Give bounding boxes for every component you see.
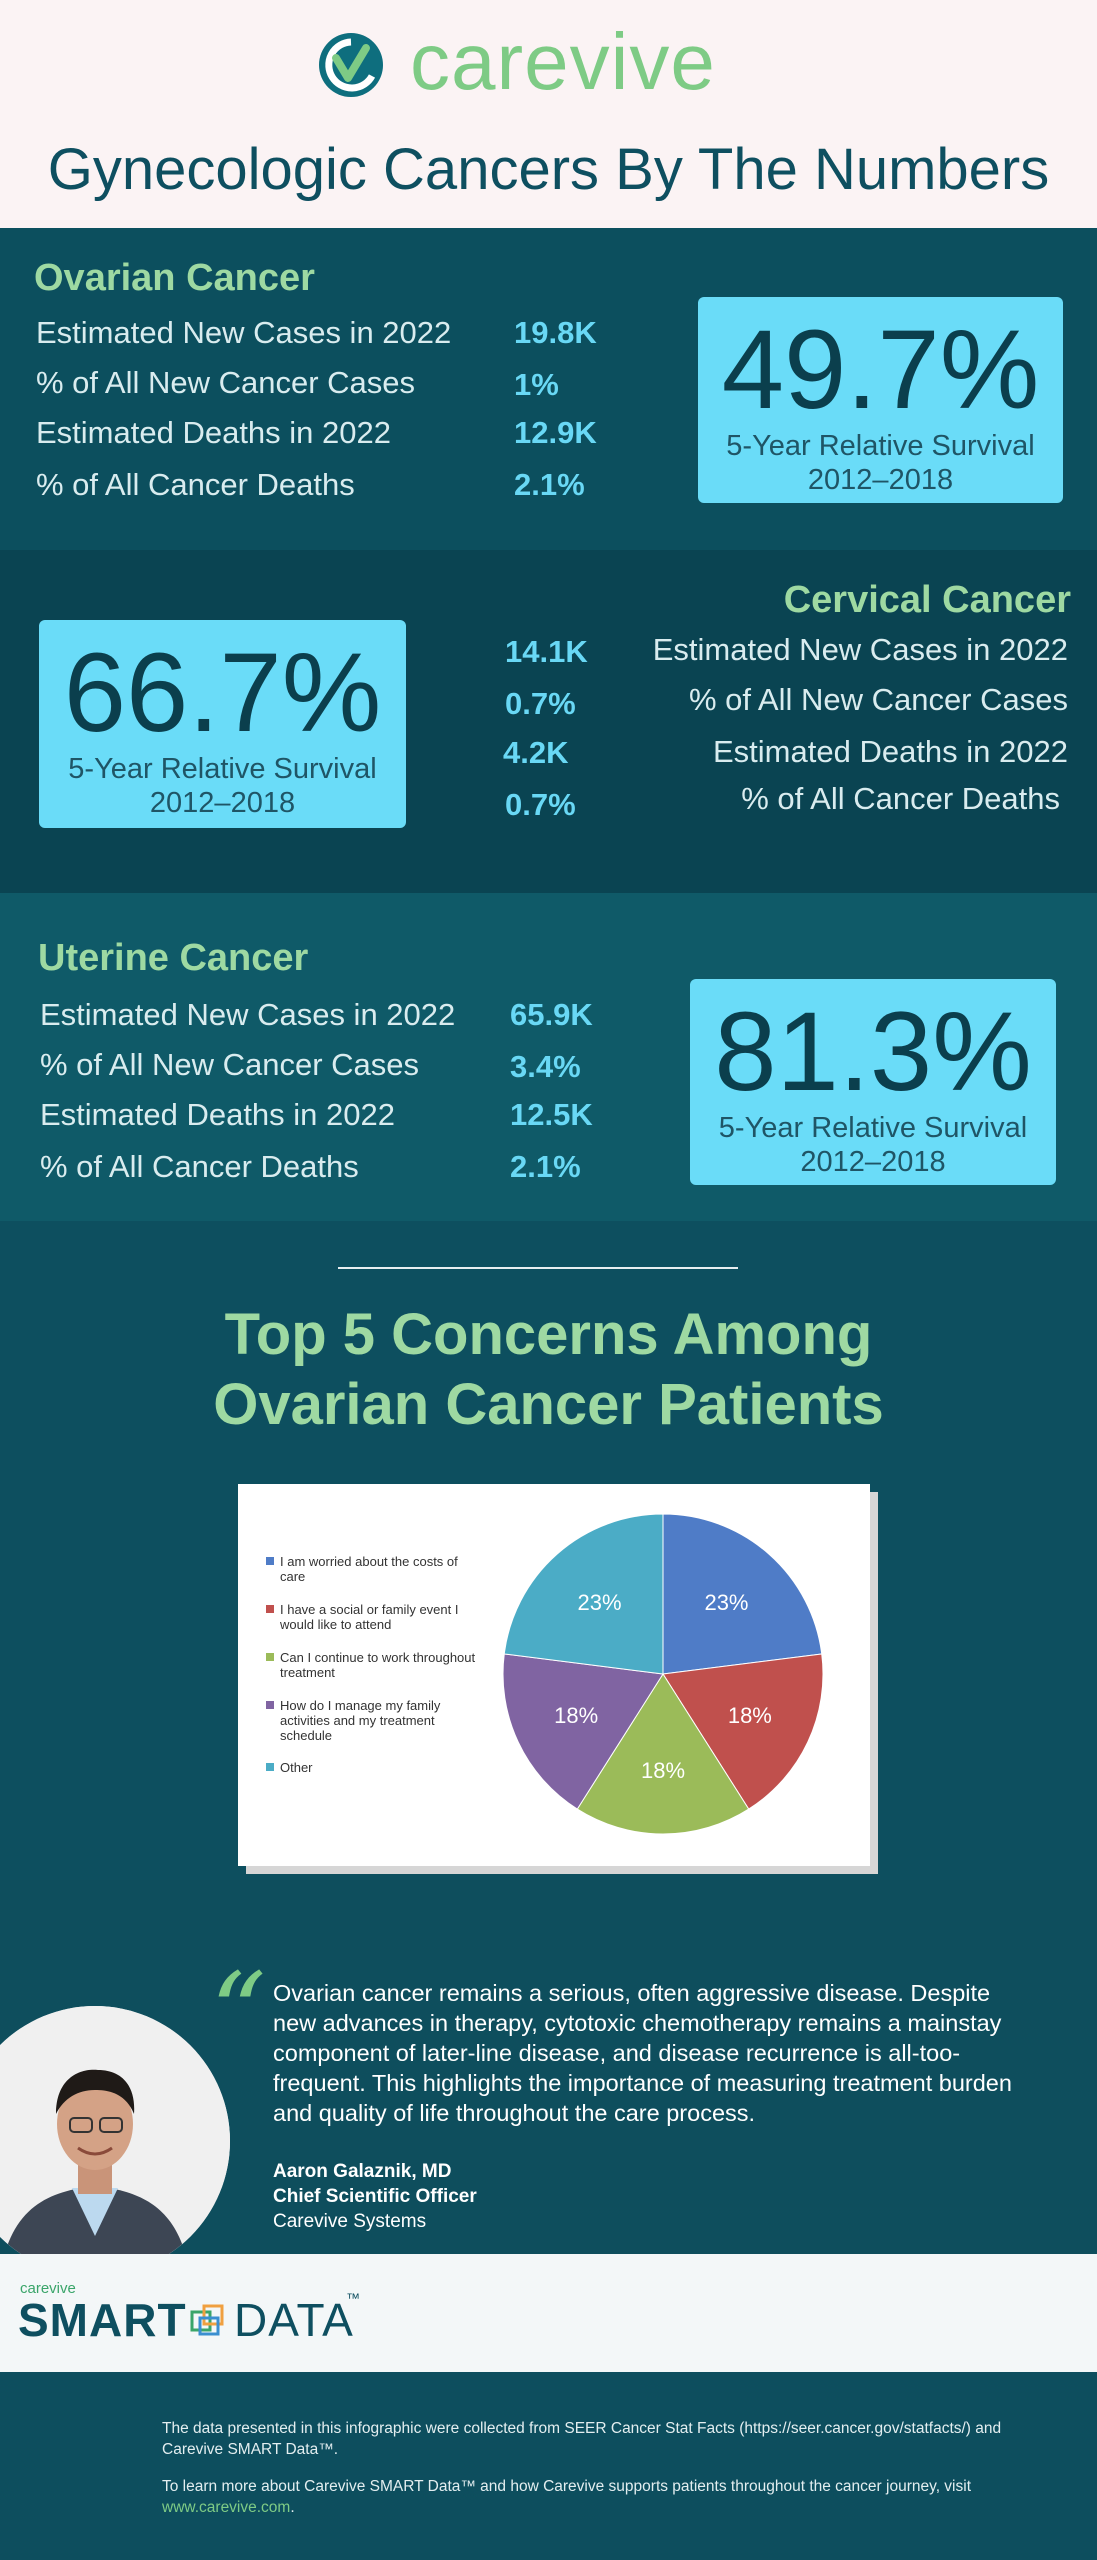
pie-slice-label: 18% — [554, 1703, 598, 1728]
pie-slice-label: 23% — [704, 1590, 748, 1615]
stat-value: 0.7% — [505, 686, 576, 721]
stat-value: 19.8K — [514, 315, 597, 350]
stat-value: 4.2K — [503, 735, 569, 770]
legend-label: I have a social or family event I would … — [280, 1602, 459, 1632]
stat-value: 65.9K — [510, 997, 593, 1032]
stat-label: Estimated New Cases in 2022 — [652, 632, 1068, 667]
smart-data-band — [0, 2254, 1097, 2372]
stat-value: 2.1% — [514, 467, 585, 502]
quote-mark-icon: “ — [210, 1949, 267, 2077]
survival-years: 2012–2018 — [800, 1146, 946, 1178]
survival-years: 2012–2018 — [149, 787, 296, 819]
author-name: Aaron Galaznik, MD — [273, 2161, 452, 2182]
person-avatar-icon — [0, 2006, 230, 2276]
footer-source-text: The data presented in this infographic w… — [162, 2420, 1002, 2458]
survival-percent: 49.7% — [721, 307, 1040, 432]
stat-label: % of All Cancer Deaths — [40, 1149, 359, 1184]
concerns-title: Top 5 Concerns Among Ovarian Cancer Pati… — [0, 1300, 1097, 1440]
pie-slice-label: 18% — [728, 1703, 772, 1728]
legend-label: I am worried about the costs of care — [280, 1554, 458, 1584]
author-role: Chief Scientific Officer — [273, 2186, 477, 2207]
legend-label: Can I continue to work throughout treatm… — [280, 1650, 476, 1680]
footer-link-suffix: . — [290, 2499, 295, 2516]
page-title: Gynecologic Cancers By The Numbers — [47, 137, 1050, 202]
concerns-title-line2: Ovarian Cancer Patients — [213, 1372, 884, 1437]
cervical-survival-box: 66.7% 5-Year Relative Survival 2012–2018 — [39, 620, 406, 828]
smart-data-word-data: DATA — [234, 2294, 354, 2346]
footer-learn-text: To learn more about Carevive SMART Data™… — [162, 2478, 971, 2495]
pie-slice — [503, 1513, 664, 1675]
survival-years: 2012–2018 — [807, 464, 954, 496]
smart-data-word-smart: SMART — [18, 2294, 187, 2346]
survival-label: 5-Year Relative Survival — [718, 1112, 1028, 1144]
survival-percent: 81.3% — [714, 989, 1032, 1114]
stat-label: % of All New Cancer Cases — [688, 682, 1068, 717]
legend-swatch — [266, 1605, 274, 1613]
legend-label: Other — [280, 1760, 313, 1775]
chart-card: I am worried about the costs of care I h… — [238, 1484, 870, 1866]
survival-label: 5-Year Relative Survival — [726, 430, 1035, 462]
footer-learn-more: To learn more about Carevive SMART Data™… — [162, 2476, 1042, 2518]
footer-link[interactable]: www.carevive.com — [162, 2499, 291, 2516]
uterine-title: Uterine Cancer — [38, 937, 309, 979]
concerns-title-line1: Top 5 Concerns Among — [224, 1302, 873, 1367]
survival-percent: 66.7% — [63, 630, 382, 755]
pie-slice-label: 18% — [641, 1758, 685, 1783]
pie-slice — [502, 1653, 664, 1810]
stat-label: Estimated Deaths in 2022 — [713, 734, 1068, 769]
stat-label: % of All New Cancer Cases — [40, 1047, 420, 1082]
brand-name: carevive — [410, 17, 716, 106]
uterine-survival-box: 81.3% 5-Year Relative Survival 2012–2018 — [690, 979, 1056, 1185]
header — [0, 0, 1097, 228]
stat-value: 1% — [514, 367, 559, 402]
stat-label: Estimated Deaths in 2022 — [40, 1097, 395, 1132]
author-org: Carevive Systems — [273, 2211, 427, 2232]
stat-value: 14.1K — [505, 634, 588, 669]
legend-swatch — [266, 1701, 274, 1709]
stat-label: Estimated Deaths in 2022 — [36, 415, 391, 450]
stat-value: 3.4% — [510, 1049, 581, 1084]
trademark: ™ — [346, 2290, 360, 2306]
pie-slice — [662, 1513, 823, 1675]
ovarian-survival-box: 49.7% 5-Year Relative Survival 2012–2018 — [698, 297, 1063, 503]
footer — [0, 2372, 1097, 2560]
cervical-title: Cervical Cancer — [783, 579, 1071, 621]
legend-label: How do I manage my family activities and… — [280, 1698, 441, 1743]
stat-label: Estimated New Cases in 2022 — [40, 997, 456, 1032]
pie-slice — [576, 1673, 750, 1835]
stat-value: 0.7% — [505, 787, 576, 822]
stat-value: 2.1% — [510, 1149, 581, 1184]
pie-chart: 23% 18% 18% 18% 23% — [502, 1513, 824, 1835]
pie-slice — [662, 1653, 824, 1810]
ovarian-title: Ovarian Cancer — [34, 257, 315, 299]
legend-swatch — [266, 1653, 274, 1661]
quote-text: Ovarian cancer remains a serious, often … — [273, 1980, 1012, 2126]
stat-label: % of All Cancer Deaths — [741, 781, 1060, 816]
author-portrait — [0, 2006, 230, 2276]
smart-data-icon — [190, 2304, 224, 2336]
stat-value: 12.5K — [510, 1097, 593, 1132]
pie-slice-label: 23% — [577, 1590, 621, 1615]
legend-swatch — [266, 1557, 274, 1565]
survival-label: 5-Year Relative Survival — [68, 753, 377, 785]
stat-label: % of All Cancer Deaths — [36, 467, 355, 502]
stat-label: Estimated New Cases in 2022 — [36, 315, 452, 350]
stat-value: 12.9K — [514, 415, 597, 450]
smart-data-brand-small: carevive — [20, 2280, 76, 2297]
stat-label: % of All New Cancer Cases — [36, 365, 416, 400]
divider — [338, 1267, 738, 1269]
legend-swatch — [266, 1763, 274, 1771]
carevive-logo-icon — [319, 33, 383, 97]
